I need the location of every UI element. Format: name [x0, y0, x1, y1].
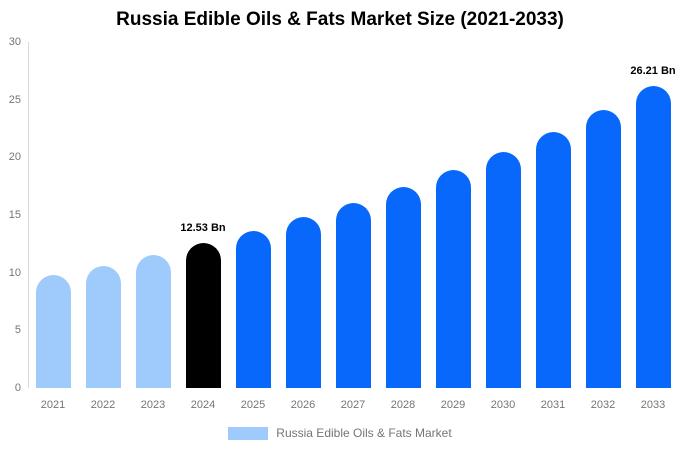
bar-2032[interactable]	[585, 110, 621, 388]
x-tick-label-2033: 2033	[640, 399, 666, 411]
x-tick-label-2028: 2028	[390, 399, 416, 411]
x-tick-label-2027: 2027	[340, 399, 366, 411]
x-tick-label-2032: 2032	[590, 399, 616, 411]
bar-2024[interactable]	[185, 243, 221, 388]
y-tick-label-25: 25	[8, 93, 21, 106]
y-tick-label-10: 10	[8, 266, 21, 279]
chart-title: Russia Edible Oils & Fats Market Size (2…	[116, 9, 564, 30]
y-tick-label-15: 15	[8, 209, 21, 221]
value-label-2033: 26.21 Bn	[630, 64, 676, 77]
x-tick-label-2023: 2023	[140, 399, 166, 411]
bar-2029[interactable]	[435, 170, 471, 388]
x-tick-label-2024: 2024	[190, 399, 216, 411]
bar-2026[interactable]	[285, 217, 321, 388]
bar-2021[interactable]	[35, 274, 71, 388]
x-tick-label-2022: 2022	[90, 399, 116, 411]
bar-2028[interactable]	[385, 187, 421, 388]
y-tick-label-5: 5	[14, 324, 21, 337]
bar-2033[interactable]	[635, 85, 671, 388]
x-tick-label-2029: 2029	[440, 399, 466, 411]
legend-label: Russia Edible Oils & Fats Market	[276, 426, 452, 440]
legend-swatch	[228, 426, 269, 440]
bar-2025[interactable]	[235, 231, 271, 388]
x-tick-label-2025: 2025	[240, 399, 266, 411]
x-tick-label-2021: 2021	[40, 399, 66, 411]
x-tick-label-2026: 2026	[290, 399, 316, 411]
legend[interactable]: Russia Edible Oils & Fats Market	[0, 426, 680, 440]
bar-2031[interactable]	[535, 131, 571, 388]
y-tick-label-30: 30	[8, 36, 21, 48]
value-label-2024: 12.53 Bn	[180, 222, 226, 235]
bar-2023[interactable]	[135, 255, 171, 388]
x-tick-label-2030: 2030	[490, 399, 516, 411]
y-tick-label-20: 20	[8, 151, 21, 164]
y-axis-line	[28, 42, 29, 388]
x-tick-label-2031: 2031	[540, 399, 566, 411]
bar-2027[interactable]	[335, 203, 371, 388]
y-tick-label-0: 0	[14, 382, 21, 394]
bar-2030[interactable]	[485, 151, 521, 388]
bar-2022[interactable]	[85, 265, 121, 388]
